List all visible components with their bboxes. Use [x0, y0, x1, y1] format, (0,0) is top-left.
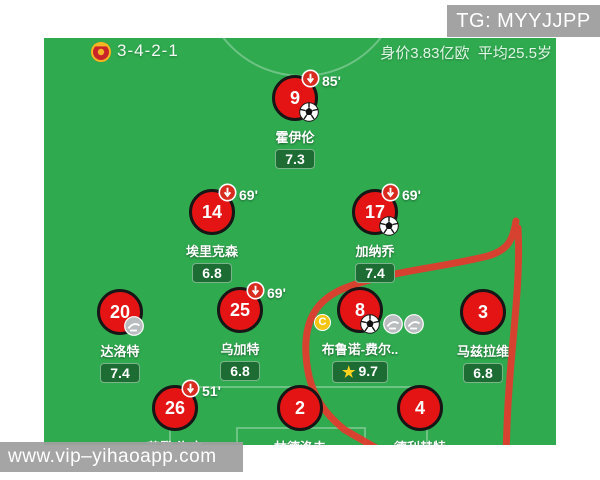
substitution-icon: [218, 183, 237, 202]
player-17[interactable]: 17 69' 加纳乔 7.4: [315, 183, 435, 283]
player-2-shirt-circle[interactable]: 2: [277, 385, 323, 431]
player-rating-badge: 7.3: [275, 149, 315, 169]
player-rating-badge: 6.8: [192, 263, 232, 283]
motm-star-icon: ★: [342, 364, 356, 381]
player-3-shirt-circle[interactable]: 3: [460, 289, 506, 335]
player-26[interactable]: 26 51' 艾登-海文: [115, 379, 235, 445]
player-rating-badge: 7.4: [100, 363, 140, 383]
telegram-watermark-badge: TG: MYYJJPP: [447, 5, 600, 37]
captain-badge: C: [314, 314, 331, 331]
substitution-icon: [301, 69, 320, 88]
player-name: 林德洛夫: [240, 437, 360, 445]
player-name: 埃里克森: [185, 244, 238, 259]
player-name: 乌加特: [220, 342, 260, 357]
player-name: 马兹拉维: [456, 344, 509, 359]
player-14[interactable]: 14 69' 埃里克森 6.8: [152, 183, 272, 283]
player-8[interactable]: 8 C 布鲁诺-费尔.. ★ 9.7: [300, 287, 424, 383]
player-3[interactable]: 3 马兹拉维 6.8: [423, 289, 543, 383]
formation-label: 3-4-2-1: [117, 41, 179, 60]
assist-icon: [124, 316, 144, 336]
player-rating-badge: 6.8: [463, 363, 503, 383]
player-name: 德利赫特: [360, 437, 480, 445]
player-14-shirt-circle[interactable]: 14: [189, 189, 235, 235]
player-name: 霍伊伦: [275, 130, 315, 145]
assist-icon: [383, 314, 403, 334]
player-25[interactable]: 25 69' 乌加特 6.8: [180, 281, 300, 381]
player-4[interactable]: 4 德利赫特: [360, 385, 480, 445]
player-4-shirt-circle[interactable]: 4: [397, 385, 443, 431]
squad-value-age-label: 身价3.83亿欧 平均25.5岁: [380, 45, 552, 62]
sub-minute-label: 69': [402, 187, 421, 203]
player-26-shirt-circle[interactable]: 26: [152, 385, 198, 431]
website-watermark-bar: www.vip–yihaoapp.com: [0, 442, 243, 472]
player-name: 加纳乔: [355, 244, 395, 259]
player-name: 布鲁诺-费尔..: [321, 342, 399, 357]
football-pitch: 3-4-2-1 身价3.83亿欧 平均25.5岁 9 85' 霍伊伦 7.3 1…: [44, 38, 556, 445]
sub-minute-label: 69': [239, 187, 258, 203]
player-rating-value: 9.7: [358, 363, 378, 379]
player-rating-badge: 6.8: [220, 361, 260, 381]
sub-minute-label: 51': [202, 383, 221, 399]
goal-ball-icon: [360, 314, 380, 334]
sub-minute-label: 69': [267, 285, 286, 301]
goal-ball-icon: [299, 102, 319, 122]
player-2[interactable]: 2 林德洛夫: [240, 385, 360, 445]
substitution-icon: [246, 281, 265, 300]
player-9[interactable]: 9 85' 霍伊伦 7.3: [235, 69, 355, 169]
man-united-crest-icon: [91, 42, 111, 62]
player-rating-badge: 7.4: [355, 263, 395, 283]
sub-minute-label: 85': [322, 73, 341, 89]
goal-ball-icon: [379, 216, 399, 236]
player-20[interactable]: 20 达洛特 7.4: [60, 289, 180, 383]
player-name: 达洛特: [100, 344, 140, 359]
substitution-icon: [181, 379, 200, 398]
substitution-icon: [381, 183, 400, 202]
assist-icon: [404, 314, 424, 334]
player-rating-badge: ★ 9.7: [332, 361, 388, 383]
